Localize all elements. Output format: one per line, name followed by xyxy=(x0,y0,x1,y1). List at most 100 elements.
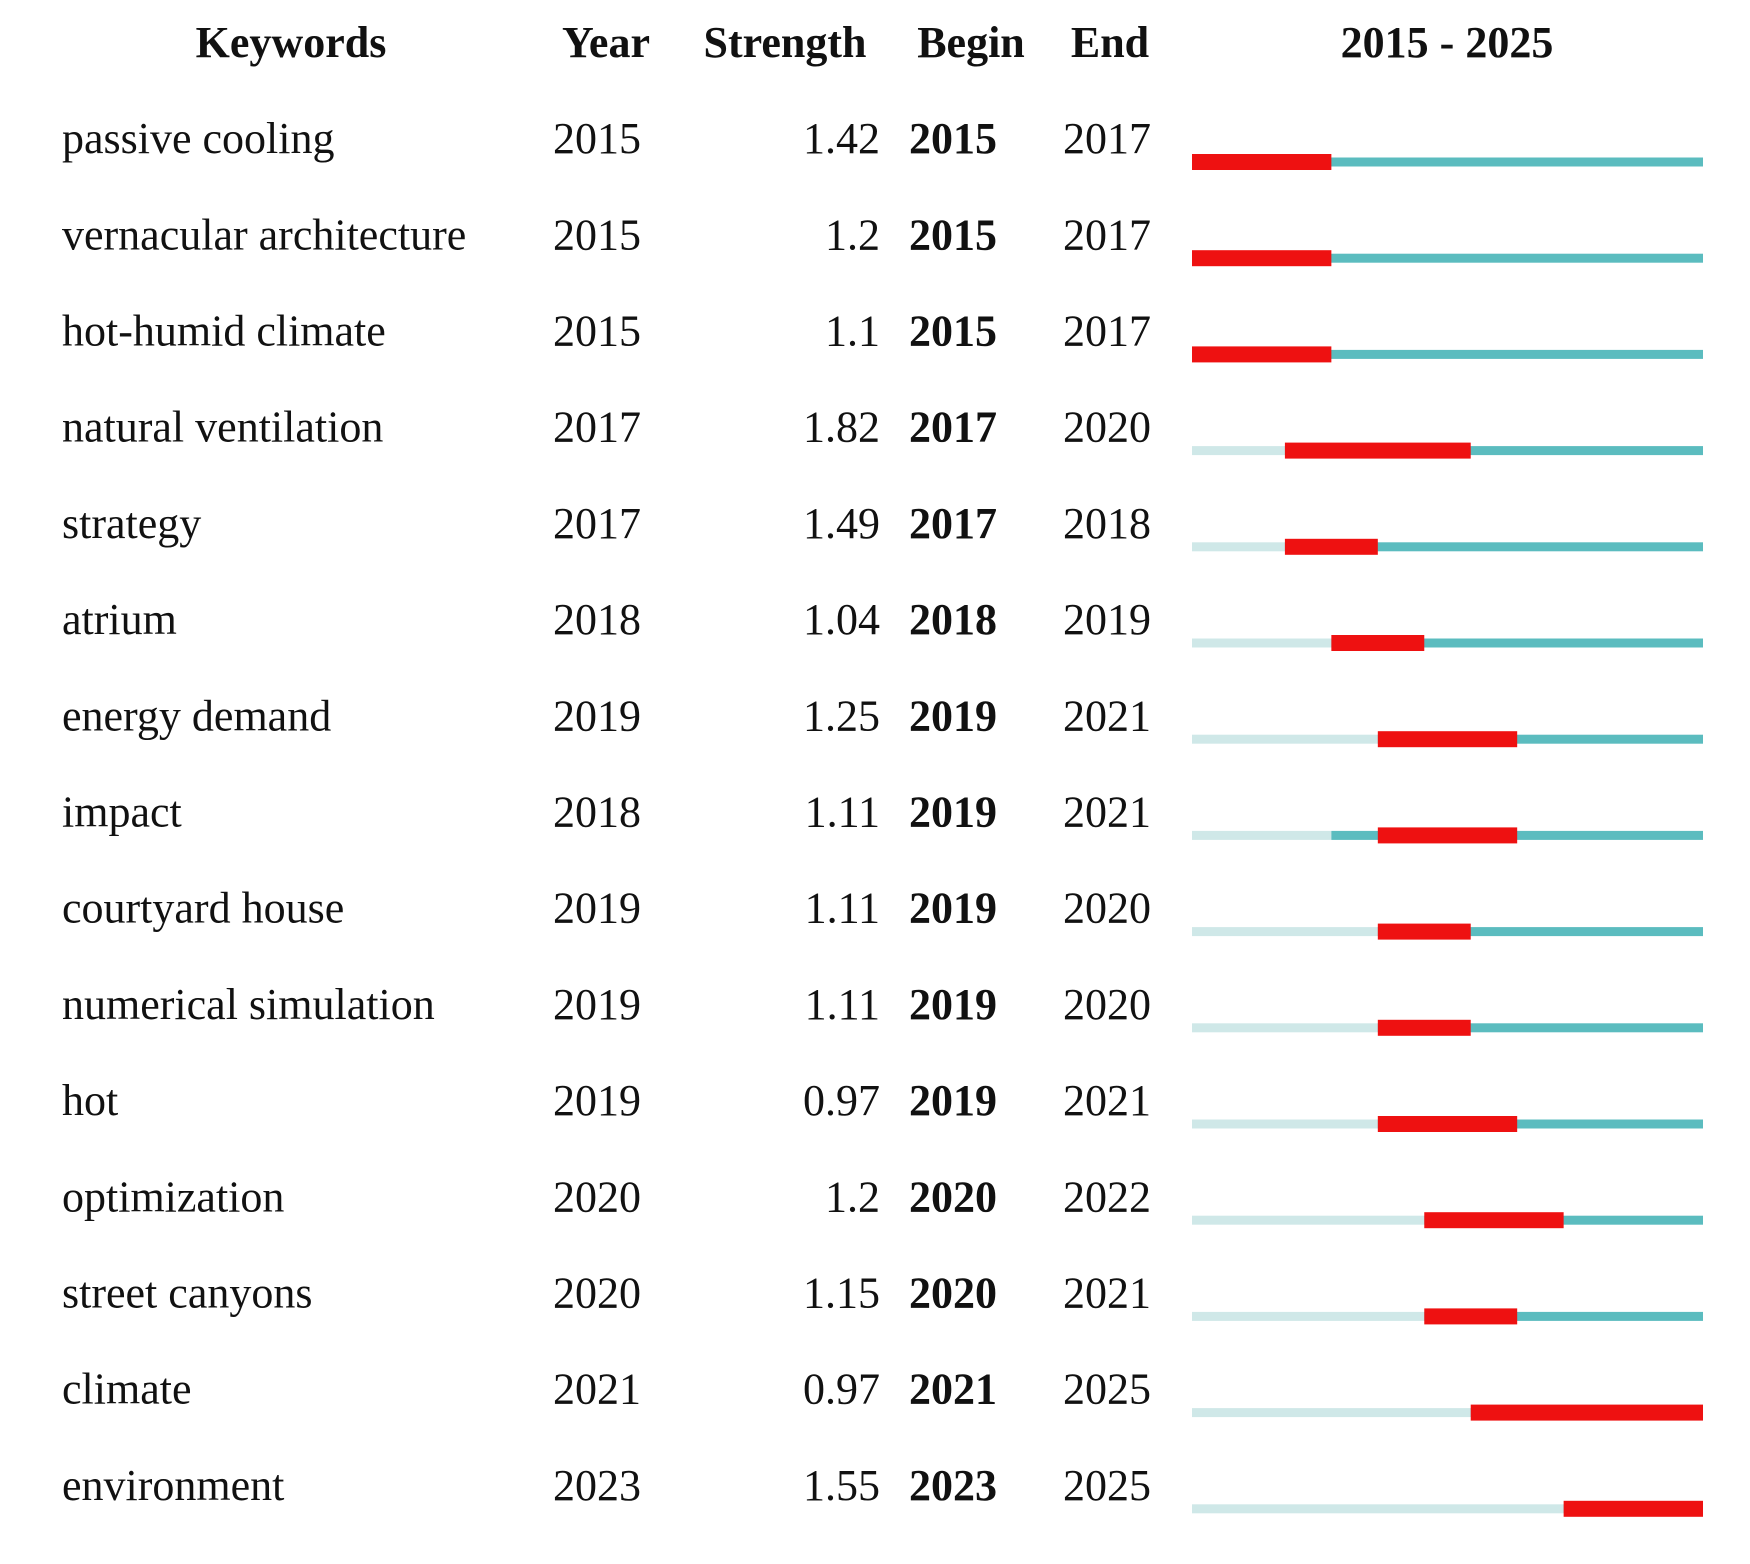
strength: 1.2 xyxy=(825,1172,880,1221)
burst-bar xyxy=(1192,154,1332,170)
burst-bar xyxy=(1377,923,1471,940)
year: 2019 xyxy=(553,691,641,740)
keyword: natural ventilation xyxy=(62,403,383,452)
year: 2023 xyxy=(553,1461,641,1510)
year: 2015 xyxy=(553,210,641,259)
burst-bar xyxy=(1377,1019,1471,1036)
end: 2022 xyxy=(1063,1172,1151,1221)
year: 2017 xyxy=(553,499,641,548)
inactive-span xyxy=(1192,638,1332,648)
burst-bar xyxy=(1377,731,1518,748)
inactive-span xyxy=(1192,927,1378,937)
begin: 2020 xyxy=(909,1172,997,1221)
active-span xyxy=(1192,157,1703,167)
begin: 2015 xyxy=(909,210,997,259)
inactive-span xyxy=(1192,1119,1378,1129)
burst-bar xyxy=(1192,250,1332,267)
end: 2017 xyxy=(1063,114,1151,163)
strength: 0.97 xyxy=(803,1076,880,1125)
burst-bar xyxy=(1331,635,1425,651)
end: 2017 xyxy=(1063,210,1151,259)
begin: 2018 xyxy=(909,595,997,644)
begin: 2019 xyxy=(909,691,997,740)
keyword: hot-humid climate xyxy=(62,306,386,355)
begin: 2019 xyxy=(909,884,997,933)
begin: 2015 xyxy=(909,306,997,355)
begin: 2023 xyxy=(909,1461,997,1510)
strength: 1.11 xyxy=(805,787,880,836)
end: 2025 xyxy=(1063,1365,1151,1414)
burst-bar xyxy=(1284,442,1471,459)
inactive-span xyxy=(1192,1311,1425,1321)
active-span xyxy=(1377,927,1703,937)
begin: 2017 xyxy=(909,403,997,452)
year: 2015 xyxy=(553,306,641,355)
burst-bar xyxy=(1563,1500,1703,1517)
burst-bar xyxy=(1192,346,1332,363)
keyword: strategy xyxy=(62,499,201,548)
keyword: environment xyxy=(62,1461,284,1510)
year: 2018 xyxy=(553,595,641,644)
inactive-span xyxy=(1192,1504,1564,1514)
header-range: 2015 - 2025 xyxy=(1341,18,1554,67)
end: 2021 xyxy=(1063,787,1151,836)
header-keywords: Keywords xyxy=(196,18,387,67)
year: 2015 xyxy=(553,114,641,163)
year: 2018 xyxy=(553,787,641,836)
year: 2019 xyxy=(553,884,641,933)
keyword: numerical simulation xyxy=(62,980,435,1029)
active-span xyxy=(1192,253,1703,263)
active-span xyxy=(1284,542,1703,552)
strength: 1.15 xyxy=(803,1268,880,1317)
year: 2019 xyxy=(553,980,641,1029)
keyword: courtyard house xyxy=(62,884,344,933)
inactive-span xyxy=(1192,1408,1471,1418)
active-span xyxy=(1192,349,1703,359)
begin: 2017 xyxy=(909,499,997,548)
keyword: vernacular architecture xyxy=(62,210,466,259)
end: 2025 xyxy=(1063,1461,1151,1510)
header-end: End xyxy=(1071,18,1149,67)
begin: 2019 xyxy=(909,787,997,836)
keyword: passive cooling xyxy=(62,114,335,163)
inactive-span xyxy=(1192,446,1285,456)
end: 2021 xyxy=(1063,1076,1151,1125)
inactive-span xyxy=(1192,830,1332,840)
end: 2020 xyxy=(1063,980,1151,1029)
strength: 1.82 xyxy=(803,403,880,452)
header-strength: Strength xyxy=(704,18,867,67)
active-span xyxy=(1377,1023,1703,1033)
header-begin: Begin xyxy=(917,18,1025,67)
strength: 1.2 xyxy=(825,210,880,259)
end: 2018 xyxy=(1063,499,1151,548)
end: 2017 xyxy=(1063,306,1151,355)
keyword: impact xyxy=(62,787,182,836)
begin: 2021 xyxy=(909,1365,997,1414)
active-span xyxy=(1377,1119,1703,1129)
end: 2019 xyxy=(1063,595,1151,644)
end: 2020 xyxy=(1063,403,1151,452)
strength: 1.11 xyxy=(805,884,880,933)
year: 2021 xyxy=(553,1365,641,1414)
keyword: street canyons xyxy=(62,1268,312,1317)
inactive-span xyxy=(1192,1215,1425,1225)
active-span xyxy=(1284,446,1703,456)
keyword: hot xyxy=(62,1076,118,1125)
begin: 2015 xyxy=(909,114,997,163)
header-year: Year xyxy=(562,18,650,67)
keyword: energy demand xyxy=(62,691,331,740)
end: 2021 xyxy=(1063,1268,1151,1317)
begin: 2019 xyxy=(909,1076,997,1125)
burst-bar xyxy=(1424,1308,1518,1325)
active-span xyxy=(1331,638,1703,648)
strength: 1.25 xyxy=(803,691,880,740)
inactive-span xyxy=(1192,542,1285,552)
year: 2017 xyxy=(553,403,641,452)
burst-bar xyxy=(1377,827,1518,844)
strength: 1.11 xyxy=(805,980,880,1029)
burst-bar xyxy=(1377,1116,1518,1132)
active-span xyxy=(1377,734,1703,744)
burst-bar xyxy=(1424,1212,1564,1229)
end: 2021 xyxy=(1063,691,1151,740)
